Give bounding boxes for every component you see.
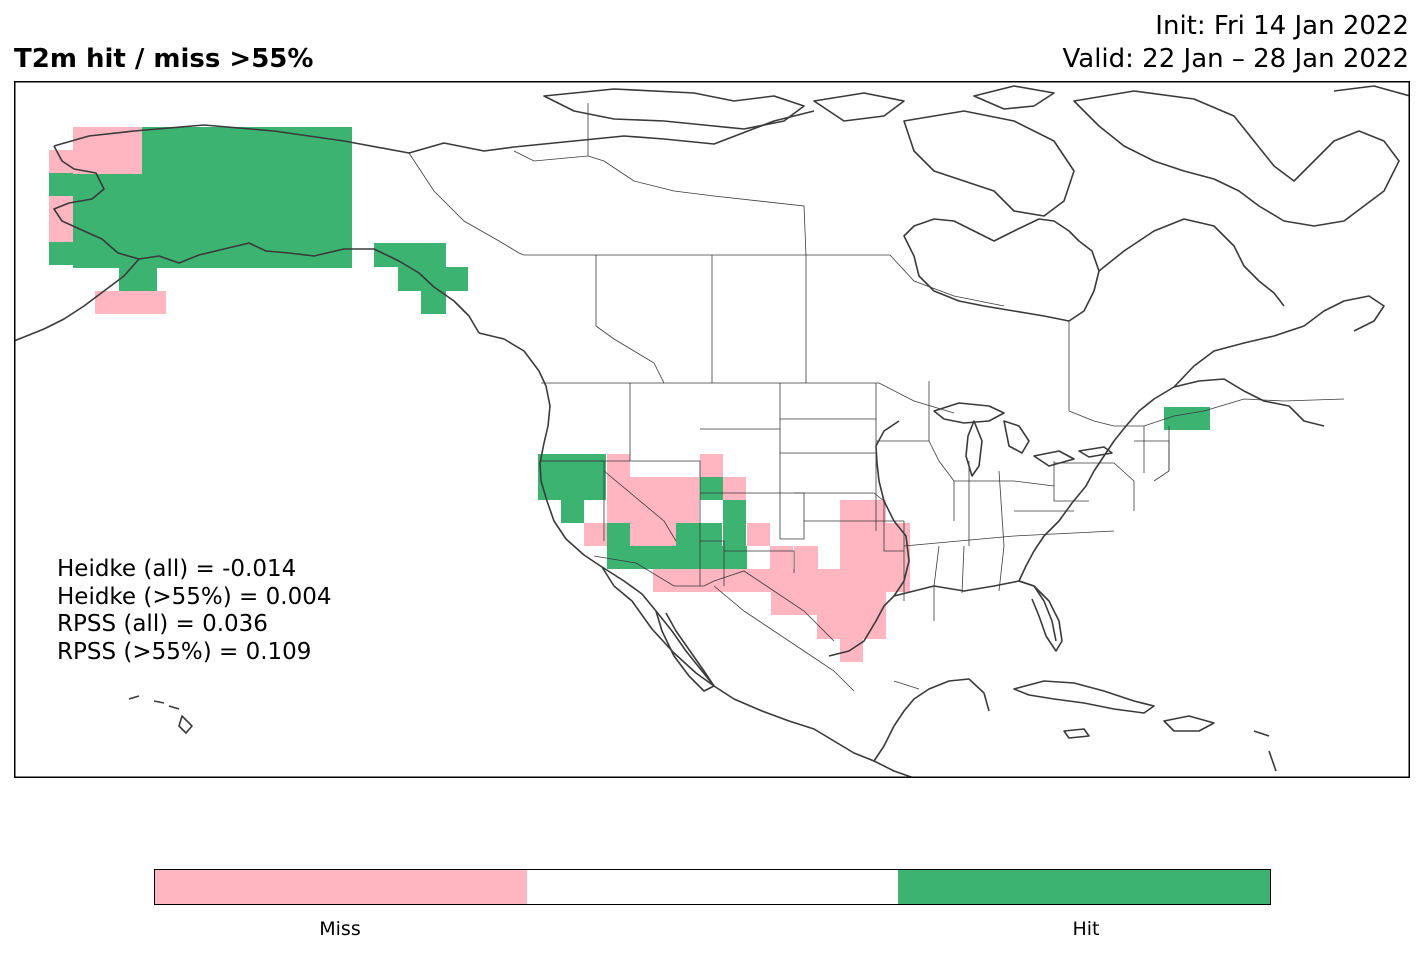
colorbar-label-miss: Miss xyxy=(319,918,361,940)
miss-grid-cell xyxy=(770,546,793,569)
hit-grid-cell xyxy=(421,291,446,314)
miss-grid-cell xyxy=(794,546,818,569)
miss-grid-cell xyxy=(794,569,910,592)
colorbar-neutral xyxy=(526,870,899,904)
miss-grid-cell xyxy=(840,639,863,662)
heidke-55: Heidke (>55%) = 0.004 xyxy=(57,583,332,610)
hit-grid-cell xyxy=(538,454,606,500)
miss-grid-cell xyxy=(95,291,166,314)
hit-grid-cell xyxy=(73,174,142,268)
hit-grid-cell xyxy=(561,500,584,523)
miss-grid-cell xyxy=(73,127,142,174)
miss-grid-cell xyxy=(770,569,794,592)
political-borders xyxy=(408,103,1345,692)
hit-grid-cell xyxy=(49,173,73,196)
heidke-all: Heidke (all) = -0.014 xyxy=(57,556,297,582)
hit-grid-cell xyxy=(142,127,352,268)
map-title: T2m hit / miss >55% xyxy=(14,44,314,74)
hit-grid-cell xyxy=(630,546,699,569)
miss-grid-cell xyxy=(771,592,886,615)
miss-grid-cell xyxy=(584,523,607,546)
miss-grid-cell xyxy=(607,477,699,523)
miss-grid-cell xyxy=(630,523,676,546)
miss-grid-cell xyxy=(840,500,886,523)
colorbar-hit xyxy=(898,870,1271,904)
map-frame xyxy=(14,81,1410,778)
miss-grid-cell xyxy=(49,150,73,173)
miss-grid-cell xyxy=(723,477,746,500)
hit-grid-cell xyxy=(49,242,73,265)
hit-grid-cell xyxy=(700,477,723,500)
miss-grid-cell xyxy=(49,196,73,219)
miss-grid-cell xyxy=(607,454,630,477)
hit-grid-cell xyxy=(723,500,746,523)
init-date: Init: Fri 14 Jan 2022 xyxy=(1155,11,1409,41)
miss-grid-cell xyxy=(840,523,910,569)
hit-grid-cell xyxy=(1174,407,1210,430)
rpss-all: RPSS (all) = 0.036 xyxy=(57,611,268,637)
north-america-map xyxy=(14,81,1410,778)
rpss-55: RPSS (>55%) = 0.109 xyxy=(57,638,312,665)
colorbar-label-hit: Hit xyxy=(1072,918,1100,940)
date-info: Init: Fri 14 Jan 2022 Valid: 22 Jan – 28… xyxy=(1063,10,1410,76)
hit-grid-cell xyxy=(699,523,722,546)
coastlines xyxy=(14,85,1410,778)
miss-grid-cell xyxy=(817,615,886,639)
miss-grid-cell xyxy=(700,454,723,477)
hit-grid-cell xyxy=(119,268,157,291)
colorbar-miss xyxy=(155,870,527,904)
valid-range: Valid: 22 Jan – 28 Jan 2022 xyxy=(1062,44,1410,74)
skill-scores: Heidke (all) = -0.014 Heidke (>55%) = 0.… xyxy=(57,556,331,666)
colorbar xyxy=(154,869,1271,905)
hit-grid-cell xyxy=(398,267,468,291)
hit-grid-cell xyxy=(723,523,746,546)
miss-grid-cell xyxy=(747,523,770,546)
